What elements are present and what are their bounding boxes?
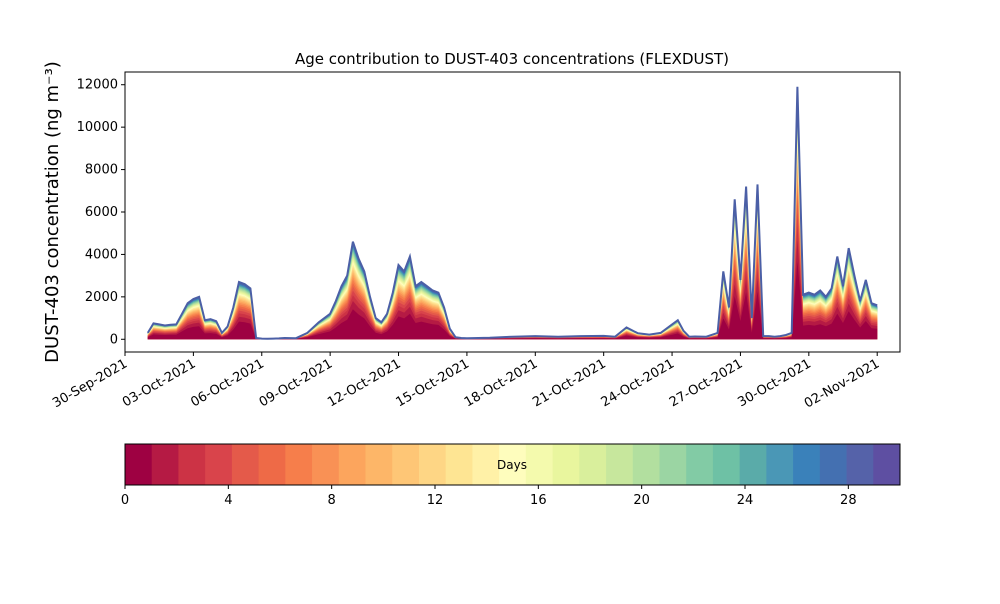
x-tick-label: 24-Oct-2021 <box>599 356 677 410</box>
colorbar-swatch-6 <box>285 444 313 485</box>
colorbar-swatch-13 <box>472 444 500 485</box>
colorbar-swatch-4 <box>231 444 260 485</box>
age-band-25 <box>147 96 878 340</box>
stacked-age-areas <box>147 86 878 340</box>
colorbar-tick-label: 0 <box>121 493 129 508</box>
age-band-26 <box>147 93 878 340</box>
colorbar-swatch-18 <box>606 444 634 485</box>
colorbar-swatch-8 <box>338 444 366 485</box>
age-band-0 <box>147 261 878 340</box>
colorbar-swatch-23 <box>739 444 767 485</box>
y-tick-label: 8000 <box>85 163 118 178</box>
age-band-28 <box>147 86 878 340</box>
colorbar-swatch-2 <box>178 444 206 485</box>
x-tick-label: 30-Sep-2021 <box>50 356 130 411</box>
colorbar-tick-label: 28 <box>840 493 857 508</box>
colorbar-tick-label: 8 <box>328 493 336 508</box>
x-tick-label: 30-Oct-2021 <box>735 356 813 410</box>
colorbar-swatch-24 <box>766 444 794 485</box>
colorbar-swatch-28 <box>873 444 901 485</box>
age-band-14 <box>147 138 878 340</box>
x-tick-label: 02-Nov-2021 <box>802 356 882 411</box>
colorbar-tick-label: 16 <box>530 493 547 508</box>
colorbar-swatch-1 <box>151 444 179 485</box>
x-tick-label: 21-Oct-2021 <box>530 356 608 410</box>
age-band-17 <box>147 125 878 340</box>
x-tick-label: 09-Oct-2021 <box>257 356 335 410</box>
age-band-19 <box>147 117 878 340</box>
colorbar-tick-label: 20 <box>633 493 650 508</box>
age-band-16 <box>147 129 878 340</box>
colorbar-swatch-17 <box>579 444 607 485</box>
age-band-5 <box>147 193 878 340</box>
age-band-8 <box>147 171 878 340</box>
y-axis-label: DUST-403 concentration (ng m⁻³) <box>42 61 63 363</box>
age-band-22 <box>147 106 878 340</box>
colorbar-swatch-25 <box>793 444 821 485</box>
x-axis-ticks: 30-Sep-202103-Oct-202106-Oct-202109-Oct-… <box>50 352 882 411</box>
age-band-7 <box>147 178 878 340</box>
age-band-9 <box>147 165 878 340</box>
colorbar-swatch-26 <box>819 444 847 485</box>
total-concentration-line <box>146 86 878 340</box>
colorbar-tick-label: 24 <box>737 493 754 508</box>
age-band-15 <box>147 134 878 340</box>
y-tick-label: 2000 <box>85 290 118 305</box>
colorbar-swatch-9 <box>365 444 393 485</box>
colorbar-swatch-14 <box>499 444 527 485</box>
colorbar-swatch-10 <box>392 444 420 485</box>
age-band-10 <box>147 159 878 340</box>
colorbar-swatch-0 <box>125 444 153 485</box>
x-tick-label: 27-Oct-2021 <box>667 356 745 410</box>
age-band-27 <box>147 89 878 340</box>
age-band-12 <box>147 148 878 340</box>
colorbar-ticks: 0 4 8 12 16 20 24 28 <box>121 485 857 508</box>
y-tick-label: 10000 <box>77 120 118 135</box>
colorbar-label: Days <box>497 458 527 472</box>
colorbar-swatch-20 <box>659 444 687 485</box>
colorbar-swatch-11 <box>418 444 447 485</box>
colorbar <box>124 443 901 486</box>
colorbar-swatch-12 <box>445 444 473 485</box>
x-tick-label: 12-Oct-2021 <box>325 356 403 410</box>
x-tick-label: 06-Oct-2021 <box>188 356 266 410</box>
age-band-11 <box>147 153 878 340</box>
colorbar-swatch-16 <box>552 444 580 485</box>
x-tick-label: 03-Oct-2021 <box>120 356 198 410</box>
colorbar-swatch-22 <box>712 444 741 485</box>
colorbar-tick-label: 12 <box>427 493 444 508</box>
age-band-20 <box>147 113 878 340</box>
colorbar-swatch-27 <box>846 444 874 485</box>
colorbar-swatch-3 <box>205 444 233 485</box>
age-band-24 <box>147 99 878 340</box>
y-tick-label: 0 <box>110 332 118 347</box>
age-band-3 <box>147 213 878 340</box>
colorbar-swatch-19 <box>632 444 660 485</box>
x-tick-label: 15-Oct-2021 <box>394 356 472 410</box>
y-tick-label: 6000 <box>85 205 118 220</box>
age-band-21 <box>147 110 878 340</box>
colorbar-swatch-15 <box>525 444 553 485</box>
colorbar-tick-label: 4 <box>224 493 232 508</box>
age-band-18 <box>147 121 878 340</box>
colorbar-swatch-7 <box>312 444 340 485</box>
age-band-13 <box>147 143 878 340</box>
age-band-2 <box>147 225 878 340</box>
chart-title: Age contribution to DUST-403 concentrati… <box>295 50 729 68</box>
age-band-23 <box>147 103 878 340</box>
age-band-4 <box>147 202 878 340</box>
x-tick-label: 18-Oct-2021 <box>462 356 540 410</box>
y-axis-ticks: 0 2000 4000 6000 8000 10000 12000 <box>77 78 125 347</box>
colorbar-swatch-5 <box>258 444 286 485</box>
y-tick-label: 12000 <box>77 78 118 93</box>
age-band-6 <box>147 185 878 340</box>
y-tick-label: 4000 <box>85 247 118 262</box>
colorbar-swatch-21 <box>686 444 714 485</box>
colorbar-frame <box>124 443 901 486</box>
total-line <box>146 86 878 340</box>
age-band-1 <box>147 240 878 340</box>
